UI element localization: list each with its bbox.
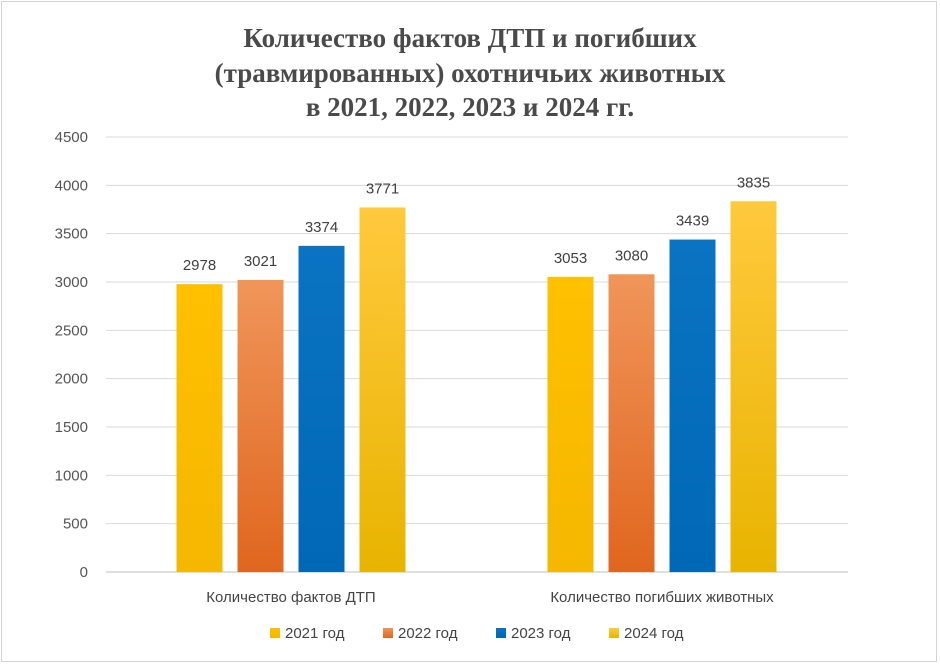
data-label: 3374: [305, 219, 338, 236]
data-label: 3080: [615, 247, 648, 264]
category-label: Количество погибших животных: [550, 589, 774, 606]
legend-label: 2023 год: [511, 625, 571, 642]
bar: [176, 284, 223, 572]
data-label: 2978: [183, 257, 216, 274]
chart-title-line-2: (травмированных) охотничьих животных: [215, 58, 726, 88]
bars: [176, 201, 777, 573]
y-tick-label: 4000: [55, 177, 88, 194]
y-tick-label: 4500: [55, 129, 88, 146]
chart-title: Количество фактов ДТП и погибших (травми…: [215, 23, 726, 122]
legend: 2021 год 2022 год 2023 год 2024 год: [270, 625, 684, 642]
bar: [298, 245, 345, 572]
legend-swatch: [383, 628, 393, 638]
y-tick-label: 1500: [55, 419, 88, 436]
gridlines: [106, 136, 848, 573]
x-axis-categories: Количество фактов ДТП Количество погибших…: [206, 589, 774, 606]
bar: [237, 279, 284, 572]
data-label: 3771: [366, 180, 399, 197]
legend-label: 2024 год: [624, 625, 684, 642]
legend-label: 2021 год: [285, 625, 345, 642]
legend-swatch: [270, 628, 280, 638]
chart-title-line-3: в 2021, 2022, 2023 и 2024 гг.: [306, 92, 634, 122]
bar: [669, 239, 716, 572]
legend-label: 2022 год: [398, 625, 458, 642]
category-label: Количество фактов ДТП: [206, 589, 375, 606]
y-tick-label: 2000: [55, 371, 88, 388]
y-tick-label: 0: [80, 564, 88, 581]
data-label: 3053: [554, 250, 587, 267]
legend-swatch: [609, 628, 619, 638]
y-tick-label: 500: [63, 516, 88, 533]
chart-title-line-1: Количество фактов ДТП и погибших: [243, 23, 697, 53]
data-label: 3439: [676, 213, 709, 230]
y-tick-label: 2500: [55, 322, 88, 339]
data-label: 3835: [737, 174, 770, 191]
y-tick-label: 3500: [55, 226, 88, 243]
data-labels: 2978 3021 3374 3771 3053 3080 3439 3835: [183, 174, 770, 274]
bar: [730, 201, 777, 573]
bar: [547, 276, 594, 572]
y-axis-ticks: 0 500 1000 1500 2000 2500 3000 3500 4000 4500: [55, 129, 88, 581]
y-tick-label: 1000: [55, 467, 88, 484]
legend-swatch: [496, 628, 506, 638]
bar: [359, 207, 406, 572]
y-tick-label: 3000: [55, 274, 88, 291]
data-label: 3021: [244, 253, 277, 270]
bar: [608, 274, 655, 572]
